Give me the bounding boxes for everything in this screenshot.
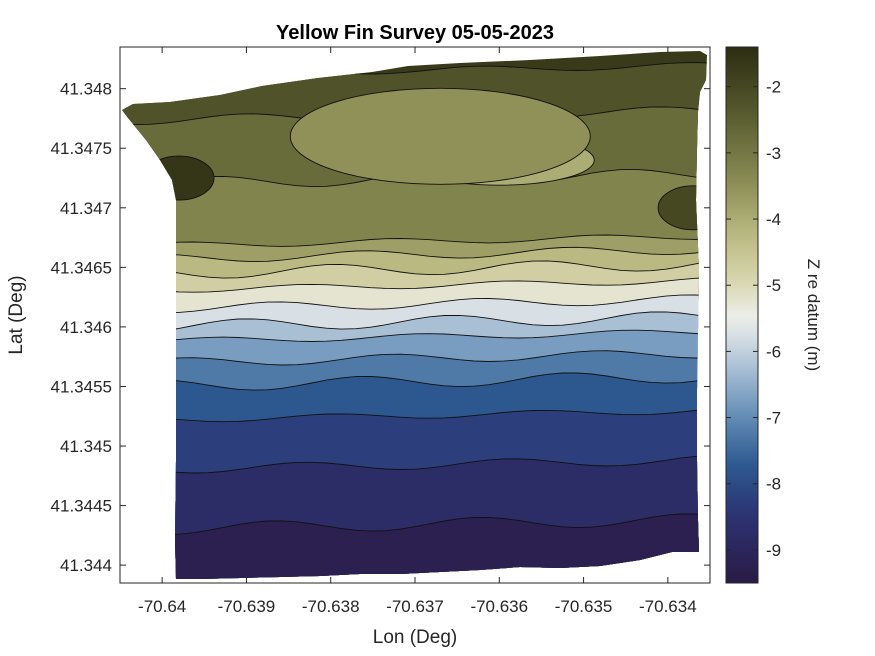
y-tick-label: 41.3455: [51, 377, 112, 396]
contour-line: [120, 583, 710, 598]
y-tick-label: 41.347: [60, 199, 112, 218]
y-tick-label: 41.345: [60, 437, 112, 456]
colorbar-tick-label: -4: [766, 210, 781, 229]
contour-line: [122, 513, 707, 535]
x-tick-label: -70.636: [470, 597, 528, 616]
contour-line: [122, 350, 707, 366]
contour-line: [122, 372, 707, 391]
contour-line: [122, 260, 707, 279]
y-tick-label: 41.3465: [51, 258, 112, 277]
x-tick-label: -70.639: [218, 597, 276, 616]
colorbar-label: Z re datum (m): [804, 259, 823, 371]
colorbar-tick-label: -6: [766, 342, 781, 361]
colorbar-tick-label: -9: [766, 541, 781, 560]
contour-bands: [120, 51, 710, 598]
y-tick-label: 41.3445: [51, 497, 112, 516]
y-tick-label: 41.3475: [51, 139, 112, 158]
x-tick-label: -70.64: [138, 597, 186, 616]
y-axis-ticks: 41.344 41.3445 41.345 41.3455 41.346 41.3465 4…: [51, 80, 710, 575]
y-tick-label: 41.346: [60, 318, 112, 337]
contour-features: [143, 87, 707, 231]
contour-band: [120, 583, 710, 598]
colorbar-tick-label: -7: [766, 409, 781, 428]
contour-line: [122, 234, 707, 248]
contour-lines: [120, 62, 710, 598]
y-tick-label: 41.348: [60, 80, 112, 99]
y-axis-label: Lat (Deg): [6, 275, 27, 354]
x-axis-ticks: -70.64 -70.639 -70.638 -70.637 -70.636 -70.63…: [138, 47, 697, 616]
colorbar-tick-label: -3: [766, 144, 781, 163]
x-axis-label: Lon (Deg): [373, 627, 458, 648]
colorbar-tick-label: -5: [766, 276, 781, 295]
x-tick-label: -70.638: [302, 597, 360, 616]
shoal-contour: [289, 87, 591, 185]
colorbar: [725, 46, 759, 584]
deep-contour: [657, 185, 707, 231]
contour-line: [122, 329, 707, 346]
y-tick-label: 41.344: [60, 556, 112, 575]
chart-title: Yellow Fin Survey 05-05-2023: [276, 22, 554, 44]
x-tick-label: -70.637: [386, 597, 444, 616]
colorbar-tick-label: -8: [766, 475, 781, 494]
contour-line: [122, 294, 707, 314]
colorbar-tick-label: -2: [766, 78, 781, 97]
x-tick-label: -70.634: [639, 597, 697, 616]
x-tick-label: -70.635: [555, 597, 613, 616]
contour-line: [122, 246, 707, 263]
contour-line: [122, 311, 707, 333]
colorbar-ticks: -2 -3 -4 -5 -6 -7 -8 -9: [726, 78, 781, 560]
contour-line: [122, 277, 707, 293]
contour-line: [122, 454, 707, 474]
contour-line: [122, 408, 707, 423]
